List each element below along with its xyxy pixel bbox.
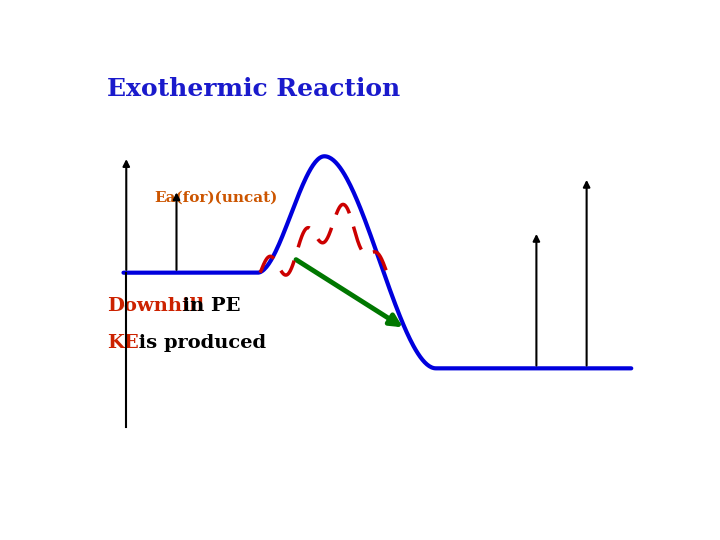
- Text: Downhill: Downhill: [107, 297, 204, 315]
- Text: in PE: in PE: [176, 297, 241, 315]
- Text: KE: KE: [107, 334, 138, 353]
- Text: is produced: is produced: [132, 334, 266, 353]
- Text: Exothermic Reaction: Exothermic Reaction: [107, 77, 400, 102]
- Text: Ea(for)(uncat): Ea(for)(uncat): [154, 191, 277, 205]
